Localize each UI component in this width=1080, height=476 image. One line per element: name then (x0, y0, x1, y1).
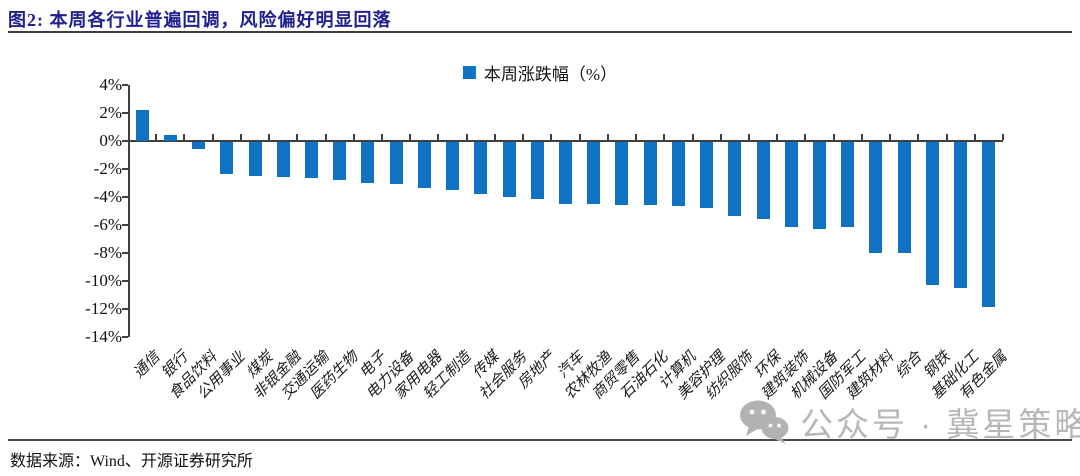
y-tick-mark (122, 252, 128, 254)
y-tick-label: 4% (99, 75, 122, 94)
bar (643, 142, 657, 205)
x-tick-mark (635, 134, 638, 140)
bar (587, 142, 601, 204)
y-tick-mark (122, 336, 128, 338)
bar (361, 142, 375, 183)
x-tick-mark (663, 134, 666, 140)
x-tick-mark (522, 134, 525, 140)
y-tick-label: -2% (93, 159, 122, 178)
x-tick-mark (211, 134, 214, 140)
x-tick-mark (804, 134, 807, 140)
figure-title: 图2: 本周各行业普遍回调，风险偏好明显回落 (8, 10, 392, 30)
y-tick-label: -10% (85, 271, 122, 290)
x-tick-mark (917, 134, 920, 140)
bar (248, 142, 262, 176)
bar (813, 142, 827, 229)
bar (756, 142, 770, 219)
title-divider (8, 31, 1072, 33)
bar (304, 142, 318, 179)
y-tick-label: -4% (93, 187, 122, 206)
bar (897, 142, 911, 253)
x-tick-mark (183, 134, 186, 140)
y-tick-mark (122, 168, 128, 170)
bar (728, 142, 742, 217)
x-tick-mark (719, 134, 722, 140)
x-tick-mark (409, 134, 412, 140)
bar (559, 142, 572, 204)
x-tick-mark (155, 134, 158, 140)
bar (671, 142, 685, 207)
bar (192, 142, 206, 149)
bar (417, 142, 431, 189)
wechat-watermark: 公众号 · 冀星策略 (738, 398, 1080, 446)
bar (841, 142, 855, 228)
legend-marker-icon (462, 66, 476, 79)
y-tick-label: 0% (99, 131, 122, 150)
bar (333, 142, 347, 180)
y-tick-mark (122, 196, 128, 198)
wechat-icon (740, 400, 789, 444)
bar (502, 142, 516, 197)
x-tick-mark (606, 134, 609, 140)
y-tick-mark (122, 224, 128, 226)
x-tick-mark (747, 134, 750, 140)
x-tick-mark (945, 134, 948, 140)
x-tick-mark (550, 134, 553, 140)
bar (925, 142, 939, 285)
x-tick-mark (465, 134, 468, 140)
bar (700, 142, 714, 208)
bar (982, 142, 996, 308)
y-tick-mark (122, 140, 128, 142)
bottom-divider (8, 439, 1072, 441)
watermark-text: 公众号 · 冀星策略 (800, 406, 1080, 443)
x-tick-mark (324, 134, 327, 140)
y-tick-mark (122, 280, 128, 282)
x-tick-mark (437, 134, 440, 140)
x-tick-mark (889, 134, 892, 140)
x-tick-mark (973, 134, 976, 140)
x-tick-mark (691, 134, 694, 140)
x-tick-mark (352, 134, 355, 140)
bar (163, 135, 177, 141)
legend: 本周涨跌幅（%） (462, 60, 618, 85)
x-tick-mark (860, 134, 863, 140)
x-tick-mark (493, 134, 496, 140)
bar (954, 142, 968, 288)
x-tick-mark (832, 134, 835, 140)
y-axis-line (128, 85, 130, 337)
bar (615, 142, 629, 205)
y-tick-mark (122, 84, 128, 86)
bar (869, 142, 883, 253)
bar (389, 142, 403, 184)
y-tick-label: -6% (93, 215, 122, 234)
x-tick-mark (776, 134, 779, 140)
x-tick-mark (239, 134, 242, 140)
bar (220, 142, 234, 175)
bar (276, 142, 290, 177)
y-tick-label: -14% (85, 327, 122, 346)
x-tick-mark (268, 134, 271, 140)
x-tick-mark (578, 134, 581, 140)
y-tick-mark (122, 308, 128, 310)
bar (530, 142, 544, 200)
x-axis-line (128, 140, 1003, 142)
bar (446, 142, 460, 190)
y-tick-label: -12% (85, 299, 122, 318)
y-tick-label: 2% (99, 103, 122, 122)
legend-label: 本周涨跌幅（%） (483, 65, 618, 84)
x-tick-mark (1002, 134, 1004, 140)
x-tick-mark (381, 134, 384, 140)
y-tick-label: -8% (93, 243, 122, 262)
y-tick-mark (122, 112, 128, 114)
bar (784, 142, 798, 228)
bar (135, 110, 149, 141)
x-tick-mark (296, 134, 299, 140)
bar (474, 142, 488, 194)
data-source: 数据来源：Wind、开源证券研究所 (10, 453, 253, 470)
